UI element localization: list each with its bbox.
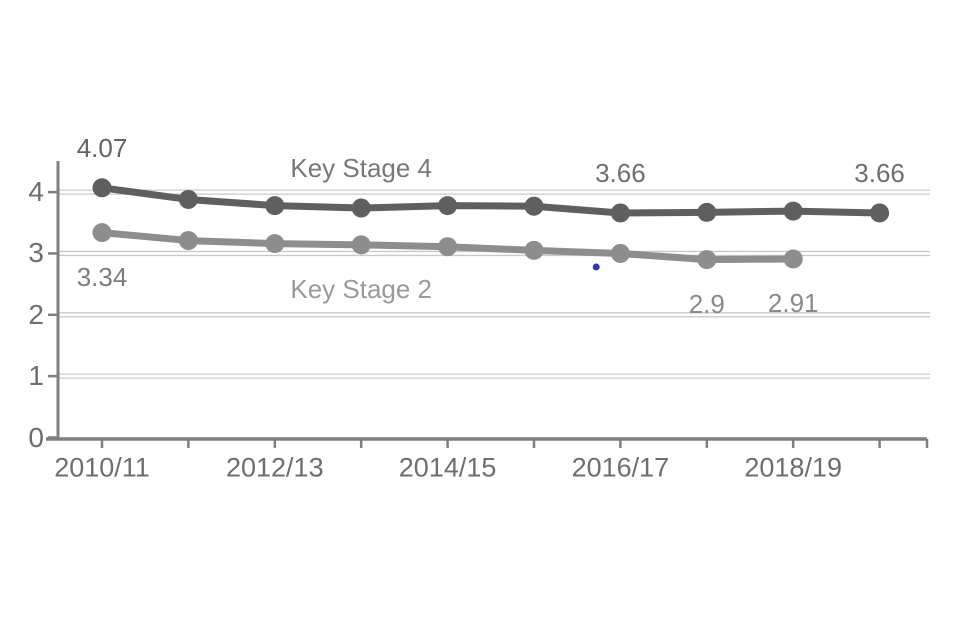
data-point [610, 243, 630, 263]
data-point [524, 196, 544, 216]
data-point [265, 196, 285, 216]
data-point [178, 189, 198, 209]
data-point [524, 240, 544, 260]
data-point [265, 234, 285, 254]
data-point [870, 203, 890, 223]
series-line-key-stage-4 [98, 184, 884, 217]
stray-dot [592, 263, 600, 271]
data-point [351, 235, 371, 255]
data-point [610, 203, 630, 223]
data-point [92, 223, 112, 243]
data-point [92, 178, 112, 198]
data-point [783, 201, 803, 221]
data-point [783, 249, 803, 269]
data-point [697, 250, 717, 270]
data-point [351, 198, 371, 218]
data-point [697, 202, 717, 222]
data-point [178, 231, 198, 251]
data-point [438, 237, 458, 257]
data-point [438, 196, 458, 216]
